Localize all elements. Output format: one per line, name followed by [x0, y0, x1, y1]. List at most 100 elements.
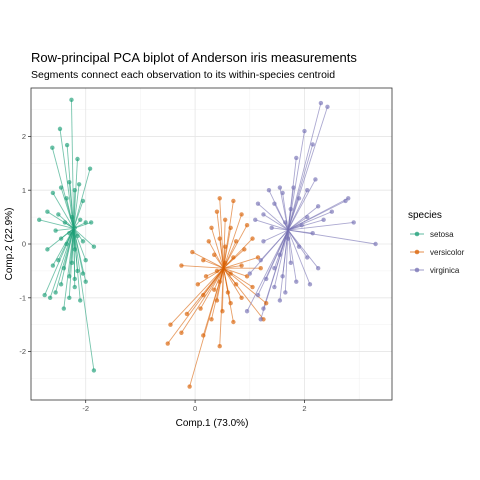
point-setosa [80, 239, 86, 244]
point-virginica [269, 225, 274, 231]
point-setosa [42, 292, 47, 298]
point-virginica [258, 257, 263, 263]
chart-title: Row-principal PCA biplot of Anderson iri… [31, 50, 357, 65]
point-virginica [321, 217, 326, 222]
point-virginica [285, 236, 291, 241]
legend-title: species [408, 210, 442, 221]
y-tick-label: 2 [22, 132, 26, 141]
point-versicolor [209, 317, 214, 322]
segment-versicolor [192, 251, 224, 269]
point-virginica [277, 298, 283, 303]
legend-label-setosa: setosa [430, 230, 454, 239]
point-setosa [64, 241, 69, 247]
point-versicolor [214, 268, 220, 274]
x-tick-label: -2 [82, 404, 89, 413]
point-setosa [80, 271, 86, 276]
point-setosa [62, 220, 68, 225]
point-virginica [258, 317, 263, 322]
point-versicolor [239, 263, 244, 268]
point-setosa [75, 233, 80, 239]
point-virginica [277, 252, 283, 257]
point-versicolor [187, 384, 192, 389]
segment-setosa [73, 228, 87, 261]
segment-setosa [63, 228, 75, 309]
point-setosa [80, 198, 86, 204]
y-tick-label: -2 [19, 347, 26, 356]
point-virginica [296, 196, 302, 201]
point-versicolor [201, 333, 206, 338]
point-setosa [37, 217, 42, 222]
point-virginica [266, 188, 272, 193]
segment-virginica [263, 214, 289, 231]
point-versicolor [203, 274, 209, 279]
point-setosa [83, 257, 88, 263]
point-virginica [280, 274, 285, 279]
point-setosa [50, 190, 56, 196]
point-setosa [58, 185, 64, 190]
point-virginica [305, 214, 310, 220]
y-axis-title: Comp.2 (22.9%) [4, 208, 15, 281]
point-virginica [280, 190, 285, 196]
point-virginica [261, 306, 266, 311]
point-virginica [272, 266, 277, 271]
segment-setosa [73, 184, 80, 229]
point-virginica [351, 220, 356, 225]
segment-virginica [273, 229, 289, 288]
point-virginica [315, 204, 321, 209]
point-virginica [255, 201, 261, 206]
segment-setosa [71, 99, 75, 229]
point-setosa [88, 220, 94, 225]
point-virginica [244, 309, 250, 314]
point-virginica [277, 185, 283, 190]
point-versicolor [228, 300, 233, 306]
segment-setosa [60, 228, 75, 285]
point-versicolor [231, 255, 236, 260]
segment-virginica [287, 229, 319, 269]
point-virginica [263, 276, 269, 282]
segment-versicolor [200, 267, 224, 309]
point-versicolor [214, 209, 220, 214]
y-tick-label: -1 [19, 293, 26, 302]
point-virginica [346, 196, 351, 201]
point-setosa [87, 166, 93, 171]
point-versicolor [258, 266, 263, 271]
point-virginica [310, 231, 315, 236]
point-setosa [69, 260, 75, 266]
segment-versicolor [223, 267, 242, 299]
point-virginica [294, 279, 299, 284]
point-virginica [288, 260, 294, 266]
segment-virginica [287, 198, 300, 231]
segment-setosa [73, 228, 95, 371]
point-virginica [305, 188, 310, 193]
point-versicolor [217, 196, 222, 201]
point-setosa [75, 156, 80, 162]
segment-setosa [55, 227, 74, 231]
segment-setosa [73, 168, 91, 229]
segment-virginica [287, 106, 328, 231]
x-axis: -2 0 2 [82, 400, 307, 413]
point-setosa [53, 228, 58, 233]
point-versicolor [217, 279, 222, 284]
point-virginica [307, 282, 313, 287]
centroid-segments [39, 99, 376, 387]
point-versicolor [168, 322, 173, 327]
point-versicolor [222, 217, 228, 222]
point-setosa [67, 231, 72, 236]
y-axis: -2 -1 0 1 2 [19, 132, 31, 356]
point-versicolor [212, 287, 217, 292]
point-virginica [318, 100, 324, 106]
point-setosa [67, 179, 72, 185]
point-virginica [291, 185, 296, 190]
point-virginica [343, 198, 348, 204]
point-versicolor [214, 298, 220, 303]
point-virginica [272, 201, 277, 206]
segment-virginica [287, 208, 292, 231]
point-versicolor [201, 292, 206, 298]
point-virginica [294, 155, 299, 161]
segment-virginica [287, 205, 319, 231]
point-versicolor [222, 244, 228, 249]
legend-key-point-setosa [414, 231, 420, 237]
segment-virginica [287, 102, 322, 231]
x-tick-label: 2 [302, 404, 306, 413]
